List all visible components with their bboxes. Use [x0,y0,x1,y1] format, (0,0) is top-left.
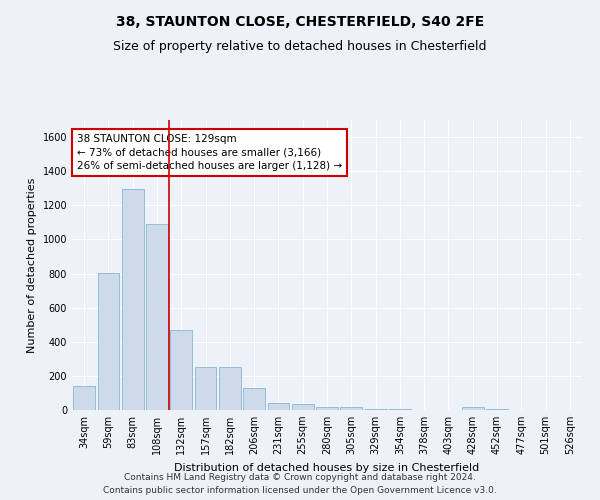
Bar [340,406,362,410]
X-axis label: Distribution of detached houses by size in Chesterfield: Distribution of detached houses by size … [175,462,479,472]
Text: Size of property relative to detached houses in Chesterfield: Size of property relative to detached ho… [113,40,487,53]
Bar [462,406,484,410]
Bar [219,368,241,410]
Bar [122,189,143,410]
Bar [73,386,95,410]
Bar [268,403,289,410]
Text: 38 STAUNTON CLOSE: 129sqm
← 73% of detached houses are smaller (3,166)
26% of se: 38 STAUNTON CLOSE: 129sqm ← 73% of detac… [77,134,342,171]
Bar [365,409,386,410]
Text: 38, STAUNTON CLOSE, CHESTERFIELD, S40 2FE: 38, STAUNTON CLOSE, CHESTERFIELD, S40 2F… [116,15,484,29]
Bar [292,404,314,410]
Bar [486,409,508,410]
Bar [243,388,265,410]
Bar [389,409,411,410]
Bar [316,406,338,410]
Bar [194,368,217,410]
Bar [146,224,168,410]
Bar [170,330,192,410]
Y-axis label: Number of detached properties: Number of detached properties [27,178,37,352]
Bar [97,272,119,410]
Text: Contains HM Land Registry data © Crown copyright and database right 2024.
Contai: Contains HM Land Registry data © Crown c… [103,474,497,495]
